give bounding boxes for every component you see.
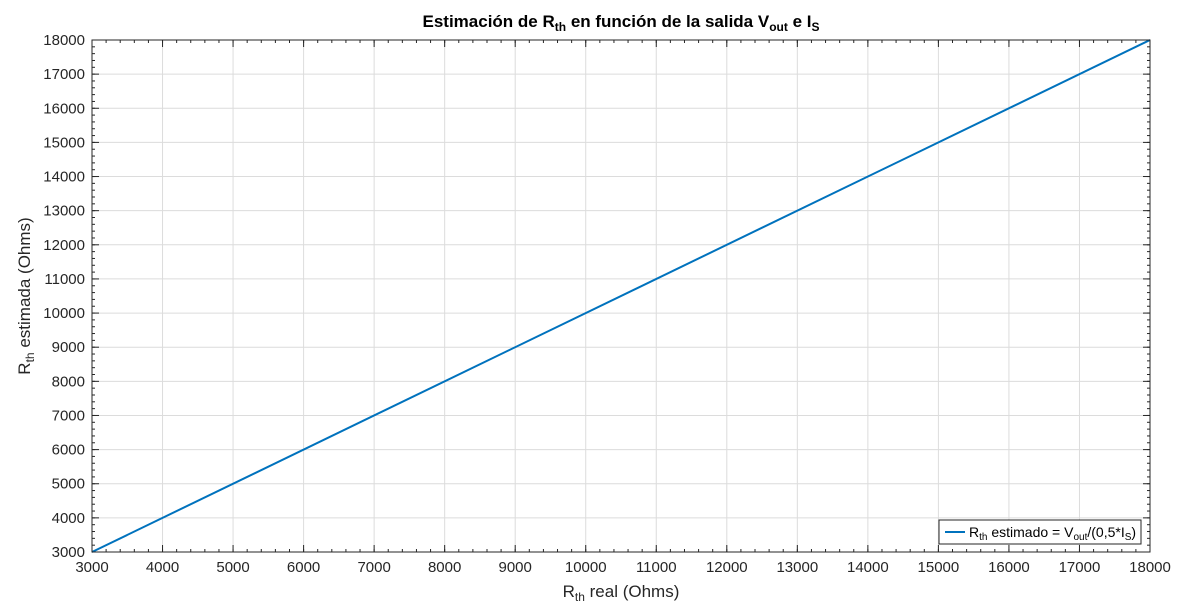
- y-tick-label: 10000: [43, 305, 85, 322]
- tick-labels: 3000 4000 5000 6000 7000 8000 9000 10000 11000 12…: [43, 32, 1171, 576]
- x-tick-label: 11000: [636, 559, 677, 576]
- plot-frame: [91, 39, 1151, 553]
- y-tick-label: 15000: [43, 134, 85, 151]
- x-tick-label: 5000: [216, 559, 249, 576]
- y-tick-label: 17000: [43, 66, 85, 83]
- x-tick-label: 12000: [706, 559, 748, 576]
- chart-title: Estimación de Rth en función de la salid…: [423, 12, 820, 34]
- y-tick-label: 14000: [43, 169, 85, 186]
- x-tick-label: 15000: [918, 559, 960, 576]
- x-tick-label: 4000: [146, 559, 179, 576]
- x-tick-label: 18000: [1129, 559, 1171, 576]
- legend-entry: Rth estimado = Vout/(0,5*IS): [969, 524, 1136, 543]
- y-tick-label: 18000: [43, 32, 85, 49]
- series-line: [91, 39, 1151, 553]
- x-tick-label: 16000: [988, 559, 1030, 576]
- y-tick-label: 6000: [52, 442, 85, 459]
- x-axis-label: Rth real (Ohms): [563, 582, 680, 604]
- x-tick-label: 10000: [565, 559, 607, 576]
- y-tick-label: 16000: [43, 100, 85, 117]
- y-tick-label: 7000: [52, 407, 85, 424]
- x-tick-label: 3000: [75, 559, 108, 576]
- y-tick-label: 4000: [52, 510, 85, 527]
- grid: [91, 39, 1151, 553]
- y-tick-label: 5000: [52, 476, 85, 493]
- y-tick-label: 8000: [52, 373, 85, 390]
- y-tick-label: 13000: [43, 203, 85, 220]
- x-tick-label: 9000: [499, 559, 532, 576]
- y-axis-label: Rth estimada (Ohms): [15, 217, 37, 374]
- ticks: [91, 39, 1151, 553]
- y-tick-label: 3000: [52, 544, 85, 561]
- x-tick-label: 7000: [357, 559, 390, 576]
- legend: Rth estimado = Vout/(0,5*IS): [938, 519, 1142, 545]
- series-layer: [91, 39, 1151, 553]
- y-tick-label: 9000: [52, 339, 85, 356]
- legend-box: [938, 519, 1142, 545]
- x-tick-label: 14000: [847, 559, 889, 576]
- y-tick-label: 11000: [44, 271, 85, 288]
- x-tick-label: 8000: [428, 559, 461, 576]
- y-tick-label: 12000: [43, 237, 85, 254]
- x-tick-label: 17000: [1059, 559, 1101, 576]
- x-tick-label: 13000: [776, 559, 818, 576]
- x-tick-label: 6000: [287, 559, 320, 576]
